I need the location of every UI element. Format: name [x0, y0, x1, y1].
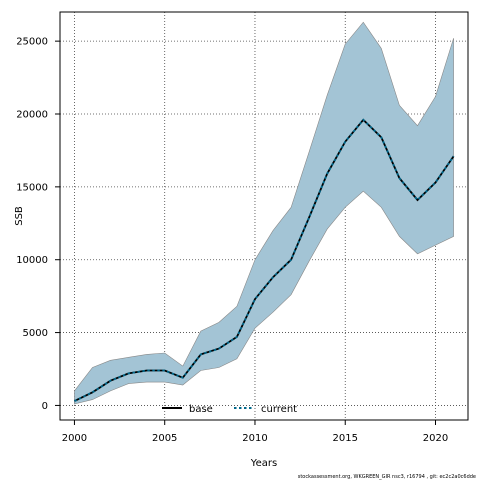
- y-tick-label-3: 15000: [16, 182, 48, 193]
- legend: base current: [162, 404, 297, 415]
- footer-note: stockassessment.org, WKGREEN_GIR nsc3, r…: [298, 474, 476, 480]
- x-tick-label-2: 2010: [242, 433, 267, 444]
- legend-label-current: current: [261, 404, 297, 415]
- y-tick-label-1: 5000: [23, 328, 48, 339]
- grid-lines: [60, 12, 468, 420]
- x-tick-label-4: 2020: [423, 433, 448, 444]
- series-line-current: [74, 118, 455, 402]
- x-axis: 2000 2005 2010 2015 2020: [62, 420, 448, 444]
- x-tick-label-1: 2005: [152, 433, 177, 444]
- y-tick-label-0: 0: [42, 401, 48, 412]
- confidence-band: [74, 21, 454, 405]
- y-tick-label-5: 25000: [16, 37, 48, 48]
- legend-label-base: base: [189, 404, 213, 415]
- x-tick-label-3: 2015: [333, 433, 358, 444]
- x-tick-label-0: 2000: [62, 433, 87, 444]
- y-tick-label-4: 20000: [16, 110, 48, 121]
- plot-frame: [59, 11, 469, 421]
- x-axis-label: Years: [250, 458, 277, 469]
- y-axis-label: SSB: [14, 206, 25, 226]
- y-tick-label-2: 10000: [16, 255, 48, 266]
- y-axis: 0 5000 10000 15000 20000 25000: [16, 37, 60, 412]
